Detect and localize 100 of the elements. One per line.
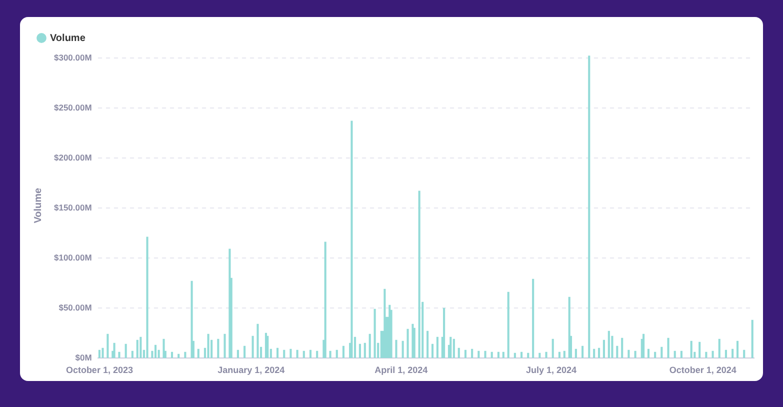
- bar: [558, 352, 560, 358]
- bar: [224, 334, 226, 358]
- bar: [452, 338, 455, 358]
- bar: [527, 352, 530, 358]
- bar: [113, 342, 116, 358]
- bar: [228, 248, 231, 358]
- bar: [712, 350, 714, 358]
- bar: [197, 348, 200, 358]
- bar: [170, 352, 174, 358]
- bar: [136, 340, 138, 358]
- bar: [674, 350, 676, 358]
- bar: [217, 338, 220, 358]
- bar: [478, 350, 480, 358]
- bar: [718, 338, 720, 358]
- bar: [256, 324, 259, 358]
- bar: [751, 320, 754, 358]
- y-tick-label: $100.00M: [54, 252, 92, 262]
- bar: [368, 334, 371, 358]
- bar: [102, 348, 104, 358]
- bar: [743, 350, 746, 358]
- bar: [450, 336, 452, 358]
- bar: [384, 288, 386, 358]
- bar: [436, 336, 438, 358]
- bar: [464, 350, 467, 358]
- bar: [660, 346, 663, 358]
- bar: [598, 348, 600, 358]
- bar: [252, 336, 254, 358]
- bar: [276, 348, 279, 358]
- bar: [698, 342, 701, 358]
- bar: [146, 236, 148, 358]
- bar: [724, 350, 727, 358]
- bar: [207, 334, 210, 358]
- bar: [705, 352, 708, 358]
- bar: [667, 338, 670, 358]
- y-tick-label: $0M: [75, 352, 92, 363]
- bar: [290, 348, 292, 358]
- x-tick-label: January 1, 2024: [218, 365, 285, 376]
- bar: [545, 352, 548, 358]
- bar: [507, 292, 510, 358]
- bar: [690, 340, 692, 358]
- bar: [374, 308, 376, 358]
- bar: [732, 348, 734, 358]
- legend-label: Volume: [50, 32, 86, 44]
- bar: [532, 278, 534, 358]
- bar: [342, 346, 344, 358]
- bar: [490, 352, 493, 358]
- bar: [309, 350, 312, 358]
- bar: [283, 350, 286, 358]
- bar: [324, 242, 326, 358]
- bar: [395, 340, 398, 358]
- bar: [538, 352, 541, 358]
- bar: [98, 350, 100, 358]
- bar: [563, 350, 566, 358]
- bar: [329, 350, 332, 358]
- bar: [426, 330, 429, 358]
- y-tick-label: $250.00M: [54, 102, 92, 112]
- bar: [616, 346, 618, 358]
- y-axis-title: Volume: [32, 187, 44, 224]
- bar: [621, 338, 624, 358]
- bar: [266, 336, 269, 358]
- bar: [602, 340, 605, 358]
- bar: [634, 350, 636, 358]
- bar: [412, 324, 414, 358]
- bar: [582, 346, 584, 358]
- y-tick-label: $50.00M: [58, 302, 92, 313]
- bar: [497, 352, 500, 358]
- bar: [402, 340, 404, 358]
- bar: [628, 350, 630, 358]
- bar: [296, 350, 298, 358]
- bar: [244, 346, 246, 358]
- bar: [680, 350, 682, 358]
- bar: [358, 344, 361, 358]
- bar: [236, 350, 239, 358]
- bar: [502, 352, 504, 358]
- bar: [593, 348, 596, 358]
- bar: [302, 350, 305, 358]
- bar: [458, 348, 460, 358]
- x-tick-label: October 1, 2024: [669, 365, 736, 376]
- bar: [574, 348, 577, 358]
- bar: [431, 344, 434, 358]
- bar: [316, 350, 318, 358]
- bar: [184, 352, 186, 358]
- bar: [514, 352, 516, 358]
- x-tick-label: October 1, 2023: [66, 365, 133, 376]
- bar: [162, 338, 165, 358]
- bar: [364, 342, 366, 358]
- bar: [654, 352, 656, 358]
- bar: [484, 350, 486, 358]
- bar: [178, 354, 180, 358]
- x-tick-label: July 1, 2024: [526, 365, 576, 376]
- x-tick-label: April 1, 2024: [374, 365, 428, 376]
- bar: [336, 350, 338, 358]
- bar: [471, 348, 474, 358]
- bar: [350, 120, 353, 358]
- bar: [647, 348, 650, 358]
- bar: [131, 350, 134, 358]
- y-tick-label: $200.00M: [54, 152, 92, 162]
- bar: [118, 352, 120, 358]
- bar: [106, 334, 109, 358]
- y-tick-label: $300.00M: [54, 52, 92, 62]
